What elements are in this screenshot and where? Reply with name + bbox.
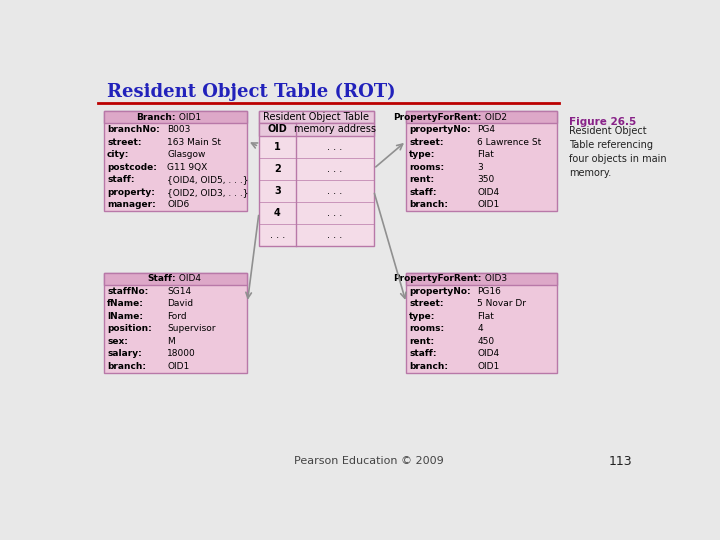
- Bar: [104, 111, 248, 211]
- Text: OID4: OID4: [477, 349, 500, 359]
- Bar: [104, 273, 248, 373]
- Text: PG16: PG16: [477, 287, 501, 296]
- Text: . . .: . . .: [327, 186, 342, 195]
- Text: 113: 113: [609, 455, 632, 468]
- Text: manager:: manager:: [107, 200, 156, 210]
- Bar: [104, 273, 248, 285]
- Text: PropertyForRent:: PropertyForRent:: [393, 274, 482, 284]
- Text: . . .: . . .: [327, 141, 342, 152]
- Text: . . .: . . .: [327, 230, 342, 240]
- Text: Figure 26.5: Figure 26.5: [569, 117, 636, 127]
- Bar: [259, 123, 374, 136]
- Text: {OID2, OID3, . . .}: {OID2, OID3, . . .}: [167, 188, 248, 197]
- Text: . . .: . . .: [270, 230, 285, 240]
- Text: branchNo:: branchNo:: [107, 125, 160, 134]
- Text: street:: street:: [409, 299, 444, 308]
- Text: Ford: Ford: [167, 312, 186, 321]
- Text: David: David: [167, 299, 193, 308]
- Text: type:: type:: [409, 312, 436, 321]
- Text: rooms:: rooms:: [409, 325, 444, 333]
- Bar: [104, 111, 248, 123]
- Bar: [406, 273, 557, 373]
- Text: OID1: OID1: [167, 362, 189, 371]
- Text: 18000: 18000: [167, 349, 196, 359]
- Text: Flat: Flat: [477, 150, 494, 159]
- Text: fName:: fName:: [107, 299, 144, 308]
- Text: Supervisor: Supervisor: [167, 325, 215, 333]
- Text: M: M: [167, 337, 175, 346]
- Text: OID4: OID4: [176, 274, 201, 284]
- Text: OID: OID: [267, 125, 287, 134]
- Text: postcode:: postcode:: [107, 163, 157, 172]
- Text: rent:: rent:: [409, 337, 434, 346]
- Text: OID1: OID1: [477, 200, 500, 210]
- Text: lName:: lName:: [107, 312, 143, 321]
- Text: propertyNo:: propertyNo:: [409, 125, 471, 134]
- Text: 1: 1: [274, 141, 281, 152]
- Text: OID3: OID3: [482, 274, 507, 284]
- Text: Flat: Flat: [477, 312, 494, 321]
- Text: branch:: branch:: [107, 362, 146, 371]
- Text: 6 Lawrence St: 6 Lawrence St: [477, 138, 541, 147]
- Text: OID1: OID1: [176, 113, 201, 122]
- Text: 450: 450: [477, 337, 495, 346]
- Text: . . .: . . .: [327, 164, 342, 174]
- Bar: [406, 111, 557, 211]
- Text: . . .: . . .: [327, 208, 342, 218]
- Text: property:: property:: [107, 188, 155, 197]
- Text: city:: city:: [107, 150, 130, 159]
- Text: B003: B003: [167, 125, 190, 134]
- Text: 350: 350: [477, 176, 495, 184]
- Text: OID2: OID2: [482, 113, 507, 122]
- Text: OID1: OID1: [477, 362, 500, 371]
- Text: staff:: staff:: [409, 188, 437, 197]
- Text: 163 Main St: 163 Main St: [167, 138, 221, 147]
- Text: street:: street:: [409, 138, 444, 147]
- Text: G11 9QX: G11 9QX: [167, 163, 207, 172]
- Text: Resident Object Table (ROT): Resident Object Table (ROT): [107, 83, 396, 101]
- Text: OID6: OID6: [167, 200, 189, 210]
- Text: staff:: staff:: [107, 176, 135, 184]
- Text: Glasgow: Glasgow: [167, 150, 205, 159]
- Text: PG4: PG4: [477, 125, 495, 134]
- Text: 3: 3: [274, 186, 281, 195]
- Text: Resident Object
Table referencing
four objects in main
memory.: Resident Object Table referencing four o…: [569, 126, 667, 178]
- Bar: [406, 111, 557, 123]
- Text: street:: street:: [107, 138, 142, 147]
- Text: 4: 4: [274, 208, 281, 218]
- Text: SG14: SG14: [167, 287, 192, 296]
- Text: {OID4, OID5, . . .}: {OID4, OID5, . . .}: [167, 176, 248, 184]
- Text: 2: 2: [274, 164, 281, 174]
- Text: rooms:: rooms:: [409, 163, 444, 172]
- Text: position:: position:: [107, 325, 152, 333]
- Text: 3: 3: [477, 163, 483, 172]
- Text: OID4: OID4: [477, 188, 500, 197]
- Text: branch:: branch:: [409, 200, 449, 210]
- Text: 5 Novar Dr: 5 Novar Dr: [477, 299, 526, 308]
- Text: Resident Object Table: Resident Object Table: [264, 112, 369, 122]
- Text: branch:: branch:: [409, 362, 449, 371]
- Text: Pearson Education © 2009: Pearson Education © 2009: [294, 456, 444, 467]
- Text: staffNo:: staffNo:: [107, 287, 148, 296]
- Text: 4: 4: [477, 325, 483, 333]
- Text: salary:: salary:: [107, 349, 142, 359]
- Text: type:: type:: [409, 150, 436, 159]
- Text: memory address: memory address: [294, 125, 376, 134]
- Text: propertyNo:: propertyNo:: [409, 287, 471, 296]
- Text: sex:: sex:: [107, 337, 128, 346]
- Bar: [259, 111, 374, 246]
- Bar: [259, 111, 374, 123]
- Text: staff:: staff:: [409, 349, 437, 359]
- Text: Branch:: Branch:: [136, 113, 176, 122]
- Text: rent:: rent:: [409, 176, 434, 184]
- Text: PropertyForRent:: PropertyForRent:: [393, 113, 482, 122]
- Bar: [406, 273, 557, 285]
- Text: Staff:: Staff:: [147, 274, 176, 284]
